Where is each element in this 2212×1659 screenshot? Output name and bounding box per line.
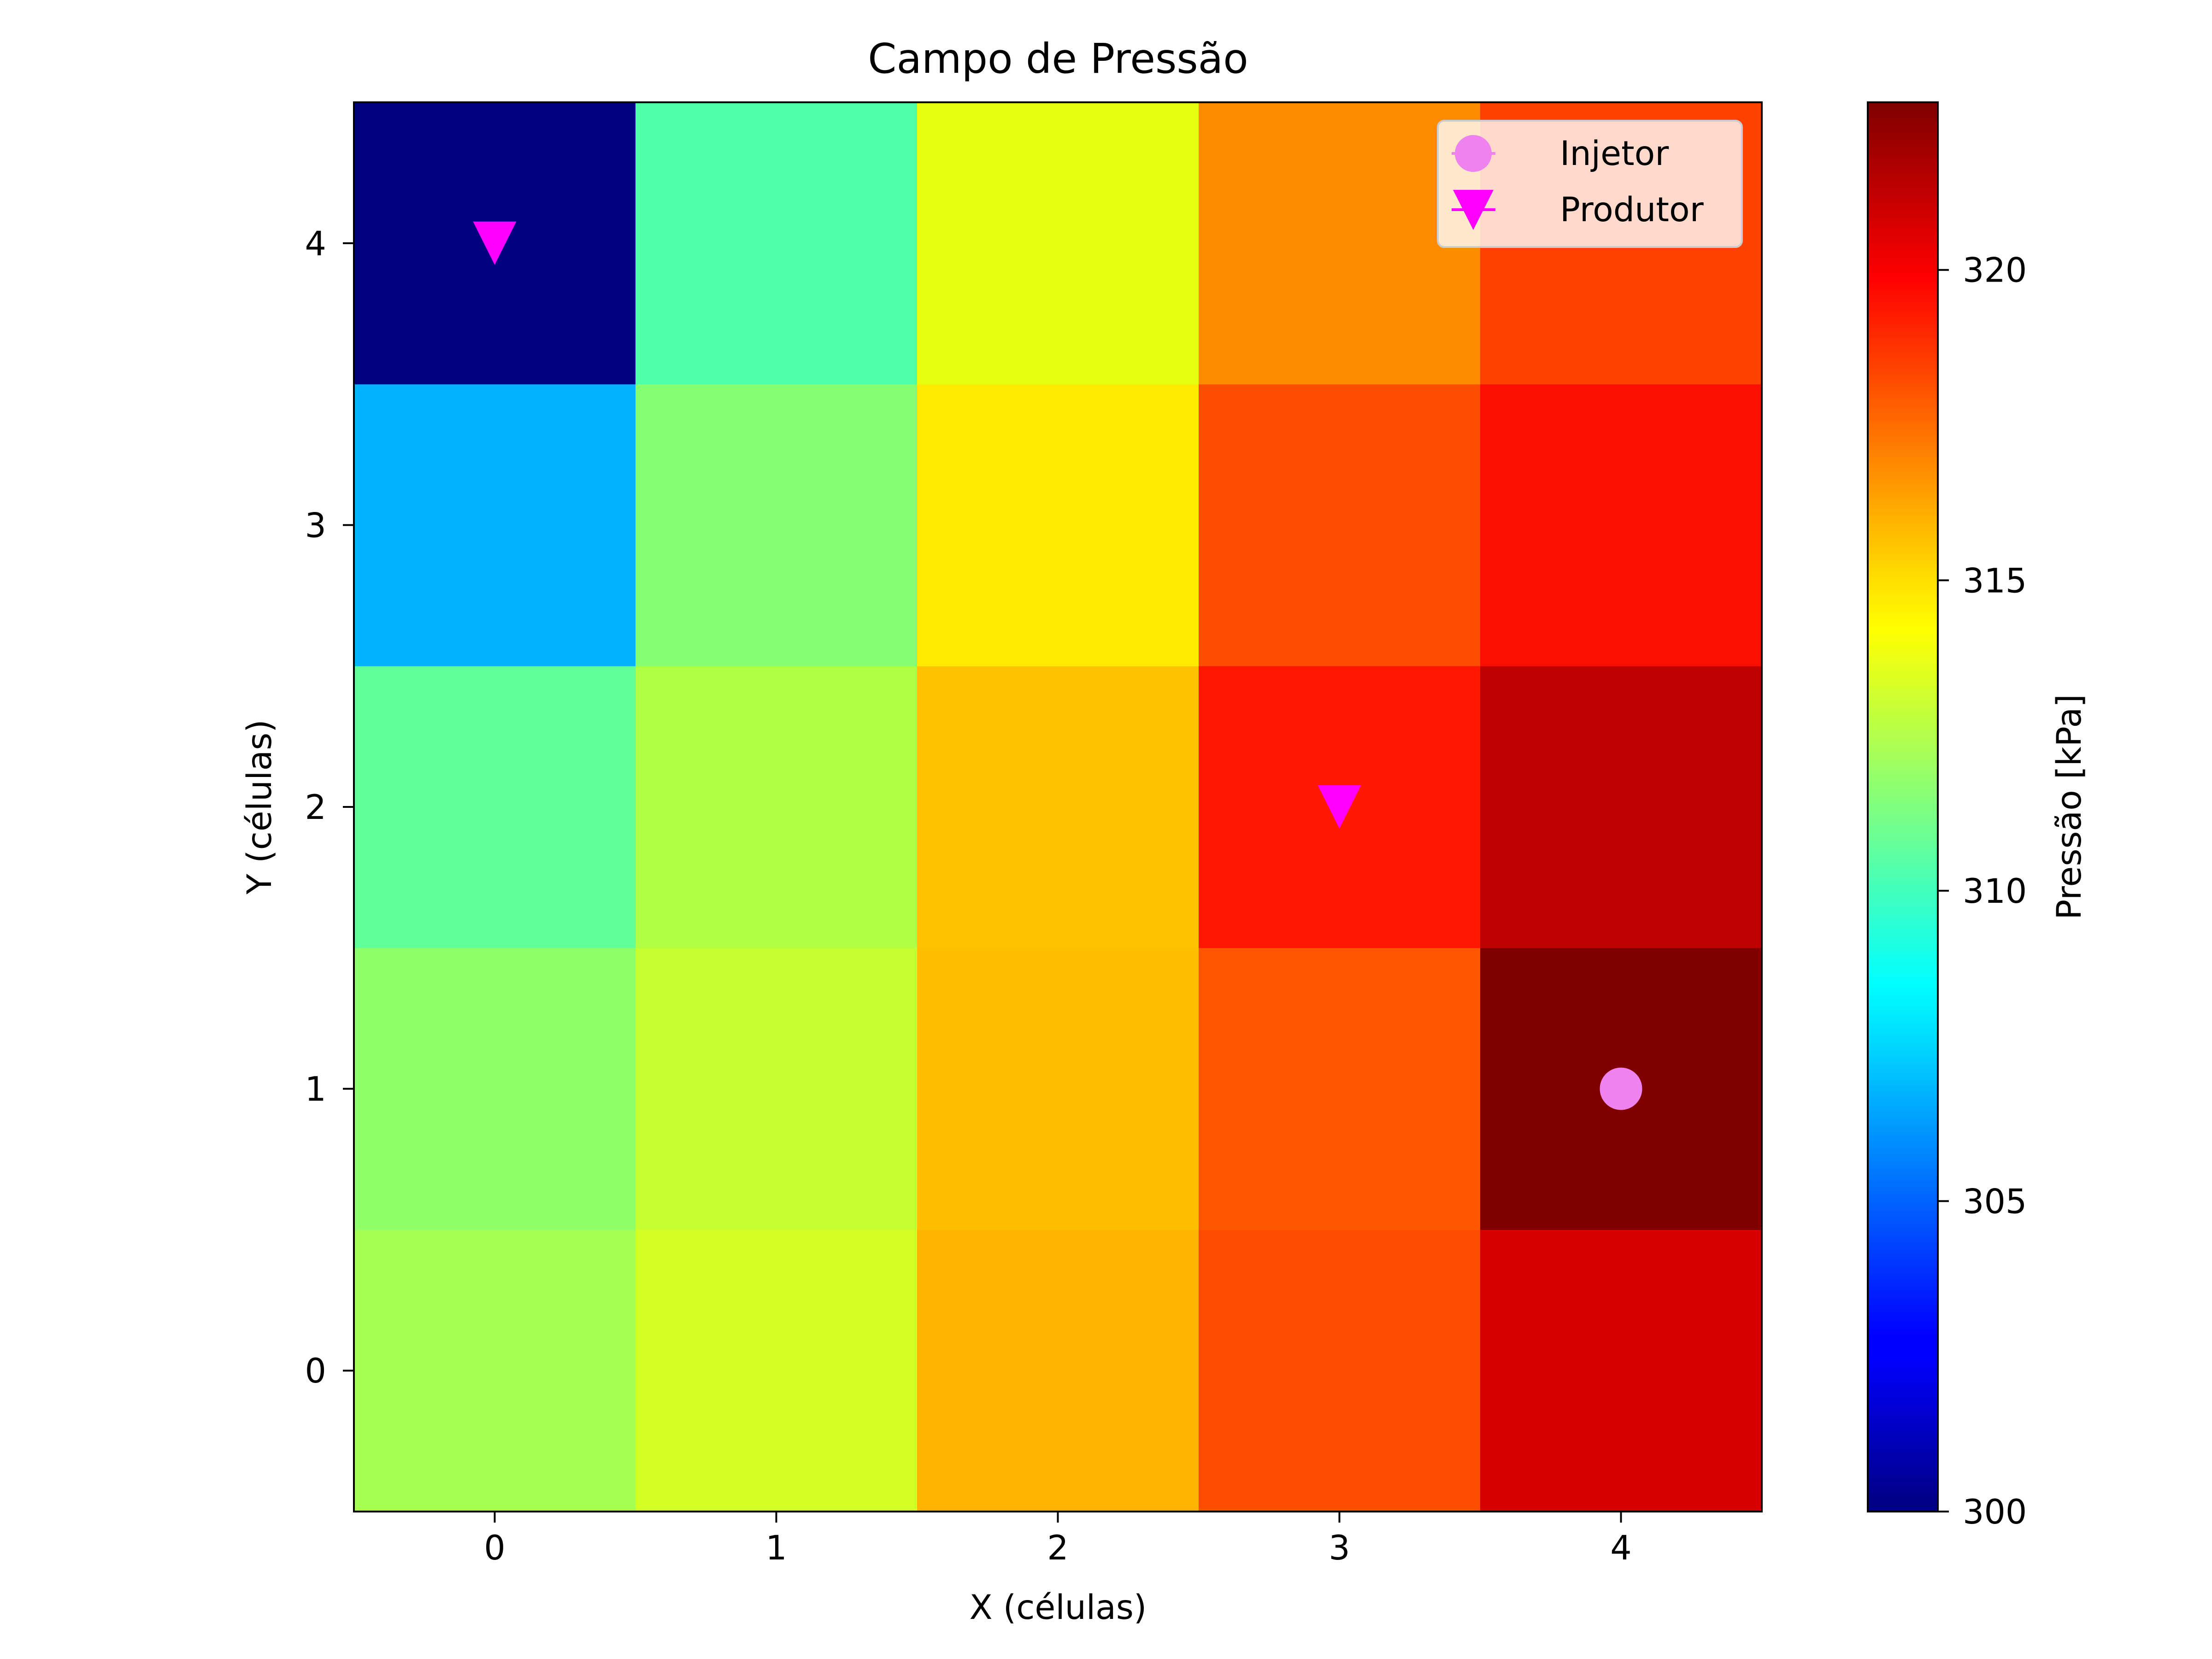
heatmap-cell xyxy=(917,666,1199,948)
chart-title: Campo de Pressão xyxy=(868,35,1248,82)
heatmap-cell xyxy=(354,666,636,948)
colorbar-ticks: 300 305 310 315 320 xyxy=(1938,251,2027,1532)
colorbar-tick-label: 315 xyxy=(1963,561,2027,600)
heatmap-cell xyxy=(1480,1230,1762,1512)
legend-box xyxy=(1437,120,1743,248)
heatmap-cell xyxy=(917,1230,1199,1512)
injector-well-marker xyxy=(1600,1067,1642,1110)
legend-injector-label: Injetor xyxy=(1560,134,1669,173)
x-axis-label: X (células) xyxy=(970,1588,1147,1627)
colorbar-tick-label: 310 xyxy=(1963,872,2027,911)
heatmap-cell xyxy=(635,1230,918,1512)
heatmap-cell xyxy=(1199,947,1481,1230)
y-tick-label: 1 xyxy=(305,1070,326,1109)
colorbar xyxy=(1867,101,1939,1512)
x-axis-ticks: 0 1 2 3 4 xyxy=(484,1512,1632,1568)
legend-producer-marker xyxy=(1453,190,1494,230)
heatmap-cell xyxy=(354,947,636,1230)
y-axis-label: Y (células) xyxy=(240,719,279,894)
x-tick-label: 2 xyxy=(1047,1529,1068,1568)
y-tick-label: 0 xyxy=(305,1352,326,1391)
colorbar-tick-label: 320 xyxy=(1963,251,2027,290)
y-tick-label: 4 xyxy=(305,224,326,264)
heatmap-cell xyxy=(917,384,1199,666)
x-tick-label: 1 xyxy=(765,1529,787,1568)
heatmap-cell xyxy=(1199,1230,1481,1512)
x-tick-label: 0 xyxy=(484,1529,505,1568)
heatmap-cells xyxy=(354,102,1762,1512)
x-tick-label: 4 xyxy=(1610,1529,1631,1568)
well-markers xyxy=(473,221,1642,1110)
heatmap-cell xyxy=(1199,102,1481,385)
producer-well-marker xyxy=(1318,785,1361,829)
heatmap-cell xyxy=(635,666,918,948)
heatmap-cell xyxy=(1199,384,1481,666)
heatmap-cell xyxy=(635,102,918,385)
heatmap-cell xyxy=(917,947,1199,1230)
heatmap-cell xyxy=(354,1230,636,1512)
y-axis-ticks: 0 1 2 3 4 xyxy=(305,224,354,1391)
heatmap-cell xyxy=(1480,384,1762,666)
heatmap-cell xyxy=(354,384,636,666)
x-tick-label: 3 xyxy=(1329,1529,1350,1568)
heatmap-cell xyxy=(635,947,918,1230)
colorbar-tick-label: 300 xyxy=(1963,1493,2027,1532)
producer-well-marker xyxy=(473,221,517,265)
legend-injector-marker xyxy=(1455,135,1492,172)
legend-producer-label: Produtor xyxy=(1560,190,1704,229)
colorbar-label: Pressão [kPa] xyxy=(2050,694,2089,919)
legend: Injetor Produtor xyxy=(1437,120,1743,248)
heatmap-cell xyxy=(1480,666,1762,948)
heatmap-cell xyxy=(635,384,918,666)
colorbar-tick-label: 305 xyxy=(1963,1182,2027,1221)
y-tick-label: 3 xyxy=(305,506,326,545)
y-tick-label: 2 xyxy=(305,788,326,827)
heatmap-cell xyxy=(917,102,1199,385)
